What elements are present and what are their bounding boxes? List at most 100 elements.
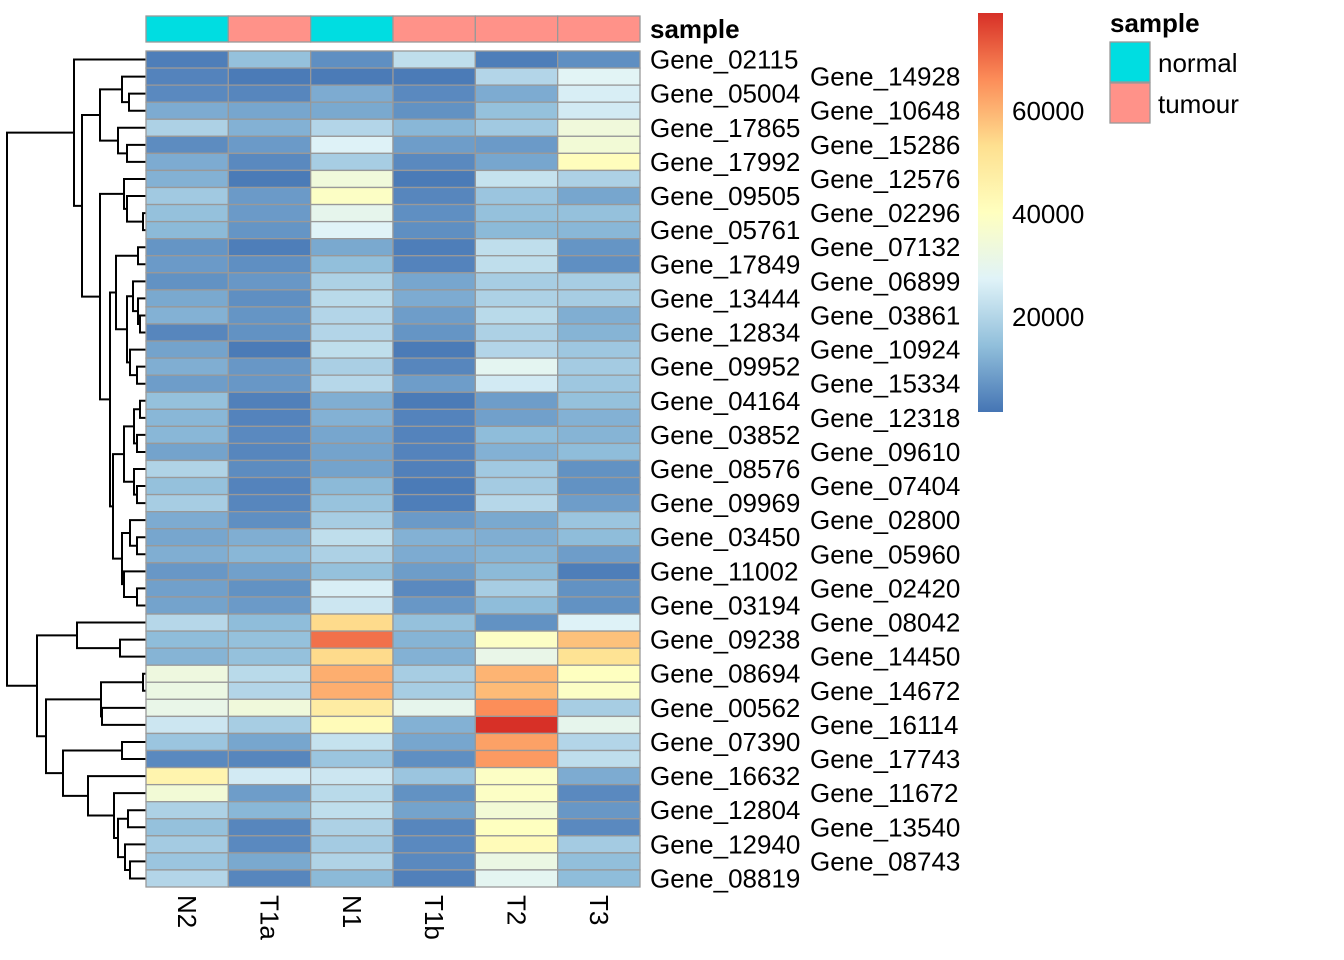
heatmap-cell xyxy=(227,118,312,137)
dendrogram-branch xyxy=(117,126,146,155)
heatmap-cell xyxy=(227,272,312,291)
heatmap-cell xyxy=(227,749,312,769)
heatmap-cell xyxy=(557,835,641,854)
heatmap-cell xyxy=(474,732,559,752)
heatmap-cell xyxy=(227,647,312,666)
heatmap-cell xyxy=(474,289,559,308)
heatmap-cell xyxy=(474,306,559,325)
dendrogram-branch xyxy=(136,365,146,385)
heatmap-cell xyxy=(474,818,559,837)
annotation-cell xyxy=(474,15,559,43)
heatmap-cell xyxy=(474,101,559,120)
row-label: Gene_08576 xyxy=(650,454,800,484)
heatmap-cell xyxy=(145,118,229,137)
heatmap-cell xyxy=(145,220,229,240)
dendrogram-branch xyxy=(133,468,146,496)
heatmap-cell xyxy=(557,869,641,888)
row-label: Gene_13444 xyxy=(650,283,800,313)
dendrogram-branch xyxy=(117,817,128,859)
heatmap-cell xyxy=(392,357,476,376)
heatmap-cell xyxy=(310,749,394,769)
heatmap-cell xyxy=(145,84,229,103)
heatmap-cell xyxy=(474,596,559,615)
heatmap-cell xyxy=(145,374,229,393)
heatmap-cell xyxy=(227,630,312,649)
heatmap-cell xyxy=(557,357,641,376)
row-label: Gene_17992 xyxy=(650,147,800,177)
row-label: Gene_09238 xyxy=(650,625,800,655)
heatmap-cell xyxy=(474,357,559,376)
heatmap-cell xyxy=(145,67,229,86)
heatmap-cell xyxy=(557,749,641,769)
heatmap-cell xyxy=(145,408,229,427)
heatmap-cell xyxy=(392,118,476,137)
heatmap-cell xyxy=(310,545,394,564)
dendrogram-branch xyxy=(136,587,146,607)
heatmap-cell xyxy=(557,766,641,786)
dendrogram-branch xyxy=(119,638,146,658)
heatmap-cell xyxy=(557,493,641,513)
dendrogram-branch xyxy=(139,314,146,334)
heatmap-cell xyxy=(310,340,394,359)
row-label: Gene_11672 xyxy=(810,778,958,808)
row-label: Gene_16632 xyxy=(650,761,800,791)
heatmap-cell xyxy=(557,459,641,479)
heatmap-cell xyxy=(310,613,394,632)
legend-swatch-normal xyxy=(1109,41,1151,83)
heatmap-cell xyxy=(227,698,312,718)
heatmap-cell xyxy=(557,801,641,820)
column-label: N2 xyxy=(172,895,202,928)
heatmap-cell xyxy=(310,50,394,69)
heatmap-cell xyxy=(392,835,476,854)
heatmap-cell xyxy=(392,391,476,410)
heatmap-cell xyxy=(392,203,476,223)
heatmap-cell xyxy=(557,255,641,274)
heatmap-cell xyxy=(310,869,394,888)
heatmap-cell xyxy=(227,67,312,86)
heatmap-cell xyxy=(557,84,641,103)
heatmap-cell xyxy=(227,801,312,820)
heatmap-cell xyxy=(557,118,641,137)
row-label: Gene_07132 xyxy=(810,232,960,262)
heatmap-cell xyxy=(474,647,559,666)
dendrogram-branch xyxy=(101,706,146,726)
heatmap-cell xyxy=(474,152,559,172)
heatmap-cell xyxy=(557,852,641,871)
column-label: T3 xyxy=(584,895,614,925)
heatmap-cell xyxy=(227,579,312,598)
row-label: Gene_02800 xyxy=(810,505,960,535)
heatmap-cell xyxy=(474,50,559,69)
heatmap-cell xyxy=(145,169,229,189)
heatmap-cell xyxy=(557,408,641,427)
heatmap-cell xyxy=(557,220,641,240)
dendrogram-branch xyxy=(76,621,146,650)
heatmap-cell xyxy=(557,289,641,308)
heatmap-cell xyxy=(392,272,476,291)
dendrogram-branch xyxy=(121,75,146,104)
heatmap-cell xyxy=(310,425,394,445)
heatmap-cell xyxy=(227,220,312,240)
row-label: Gene_14928 xyxy=(810,62,960,92)
heatmap-cell xyxy=(557,562,641,581)
heatmap-cell xyxy=(392,374,476,393)
heatmap-cell xyxy=(145,340,229,359)
heatmap-cell xyxy=(392,613,476,632)
heatmap-cell xyxy=(392,442,476,462)
heatmap-cell xyxy=(557,715,641,735)
heatmap-cell xyxy=(310,579,394,598)
heatmap-cell xyxy=(392,408,476,427)
heatmap-cell xyxy=(474,255,559,274)
row-label: Gene_08042 xyxy=(810,608,960,638)
heatmap-cell xyxy=(145,766,229,786)
heatmap-cell xyxy=(227,596,312,615)
column-label: T1a xyxy=(255,895,285,940)
heatmap-cell xyxy=(557,596,641,615)
row-label: Gene_09610 xyxy=(810,437,960,467)
heatmap-cell xyxy=(392,630,476,649)
row-label: Gene_05761 xyxy=(650,215,800,245)
row-label: Gene_14450 xyxy=(810,642,960,672)
heatmap-cell xyxy=(227,511,312,530)
dendrogram-branch xyxy=(137,246,146,266)
heatmap-cell xyxy=(557,272,641,291)
